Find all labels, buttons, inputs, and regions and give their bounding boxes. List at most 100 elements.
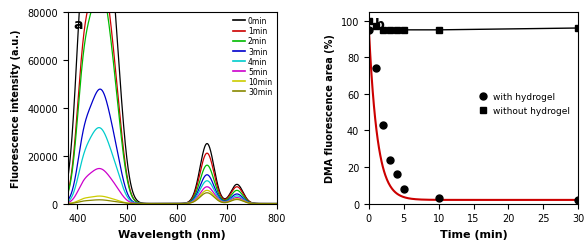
5min bbox=[75, 189, 82, 192]
0min bbox=[166, 202, 173, 205]
with hydrogel bbox=[365, 29, 372, 32]
3min bbox=[96, 88, 103, 91]
4min bbox=[274, 202, 281, 205]
0min bbox=[64, 179, 71, 182]
X-axis label: Wavelength (nm): Wavelength (nm) bbox=[118, 229, 226, 239]
10min bbox=[229, 199, 236, 202]
10min bbox=[204, 189, 211, 192]
0min bbox=[267, 202, 274, 205]
30min bbox=[160, 202, 167, 205]
Line: 30min: 30min bbox=[68, 193, 277, 204]
with hydrogel bbox=[386, 158, 393, 162]
Text: b: b bbox=[375, 18, 385, 32]
Legend: with hydrogel, without hydrogel: with hydrogel, without hydrogel bbox=[474, 90, 573, 119]
2min bbox=[75, 108, 82, 111]
Line: 0min: 0min bbox=[68, 0, 277, 204]
X-axis label: Time (min): Time (min) bbox=[440, 229, 507, 239]
30min bbox=[166, 202, 173, 205]
4min bbox=[160, 202, 167, 205]
10min bbox=[267, 202, 274, 205]
without hydrogel bbox=[365, 20, 372, 23]
3min bbox=[64, 199, 71, 202]
0min bbox=[75, 30, 82, 33]
1min bbox=[267, 202, 274, 205]
3min bbox=[274, 202, 281, 205]
10min bbox=[64, 202, 71, 205]
0min bbox=[267, 202, 274, 205]
Line: 4min: 4min bbox=[68, 128, 277, 204]
3min bbox=[267, 202, 274, 205]
without hydrogel bbox=[379, 29, 386, 32]
0min bbox=[274, 202, 281, 205]
Text: a: a bbox=[74, 18, 83, 32]
without hydrogel bbox=[400, 29, 407, 32]
2min bbox=[267, 202, 274, 205]
Line: 5min: 5min bbox=[68, 169, 277, 204]
Line: with hydrogel: with hydrogel bbox=[366, 27, 582, 204]
4min bbox=[166, 202, 173, 205]
2min bbox=[267, 202, 274, 205]
with hydrogel bbox=[379, 124, 386, 127]
5min bbox=[267, 202, 274, 205]
1min bbox=[160, 202, 167, 205]
4min bbox=[64, 200, 71, 203]
5min bbox=[267, 202, 274, 205]
without hydrogel bbox=[435, 29, 442, 32]
with hydrogel bbox=[575, 198, 582, 202]
4min bbox=[229, 196, 236, 200]
30min bbox=[204, 192, 211, 194]
2min bbox=[274, 202, 281, 205]
3min bbox=[267, 202, 274, 205]
Line: 1min: 1min bbox=[68, 0, 277, 204]
1min bbox=[75, 98, 82, 100]
without hydrogel bbox=[393, 29, 400, 32]
without hydrogel bbox=[386, 29, 393, 32]
with hydrogel bbox=[400, 188, 407, 191]
10min bbox=[274, 202, 281, 205]
1min bbox=[274, 202, 281, 205]
10min bbox=[160, 202, 167, 205]
3min bbox=[160, 202, 167, 205]
1min bbox=[267, 202, 274, 205]
5min bbox=[274, 202, 281, 205]
10min bbox=[166, 202, 173, 205]
5min bbox=[166, 202, 173, 205]
1min bbox=[166, 202, 173, 205]
3min bbox=[166, 202, 173, 205]
Line: without hydrogel: without hydrogel bbox=[366, 18, 581, 34]
without hydrogel bbox=[372, 26, 379, 29]
4min bbox=[75, 175, 82, 178]
2min bbox=[166, 202, 173, 205]
with hydrogel bbox=[393, 173, 400, 176]
30min bbox=[75, 201, 82, 204]
30min bbox=[229, 199, 236, 202]
5min bbox=[160, 202, 167, 205]
2min bbox=[160, 202, 167, 205]
30min bbox=[274, 202, 281, 205]
Y-axis label: DMA fluorescence area (%): DMA fluorescence area (%) bbox=[325, 34, 335, 182]
30min bbox=[267, 202, 274, 205]
4min bbox=[267, 202, 274, 205]
2min bbox=[229, 192, 236, 195]
Line: 3min: 3min bbox=[68, 90, 277, 204]
Legend: 0min, 1min, 2min, 3min, 4min, 5min, 10min, 30min: 0min, 1min, 2min, 3min, 4min, 5min, 10mi… bbox=[232, 16, 273, 98]
10min bbox=[75, 200, 82, 202]
30min bbox=[267, 202, 274, 205]
2min bbox=[64, 193, 71, 196]
with hydrogel bbox=[372, 68, 379, 70]
Line: 10min: 10min bbox=[68, 190, 277, 204]
5min bbox=[64, 202, 71, 204]
0min bbox=[160, 202, 167, 205]
with hydrogel bbox=[435, 197, 442, 200]
1min bbox=[64, 192, 71, 195]
30min bbox=[64, 202, 71, 205]
4min bbox=[267, 202, 274, 205]
Line: 2min: 2min bbox=[68, 0, 277, 204]
10min bbox=[267, 202, 274, 205]
without hydrogel bbox=[575, 28, 582, 30]
5min bbox=[96, 167, 103, 170]
Y-axis label: Fluorescence intensity (a.u.): Fluorescence intensity (a.u.) bbox=[12, 29, 22, 187]
4min bbox=[96, 126, 103, 130]
3min bbox=[229, 195, 236, 198]
3min bbox=[75, 159, 82, 162]
